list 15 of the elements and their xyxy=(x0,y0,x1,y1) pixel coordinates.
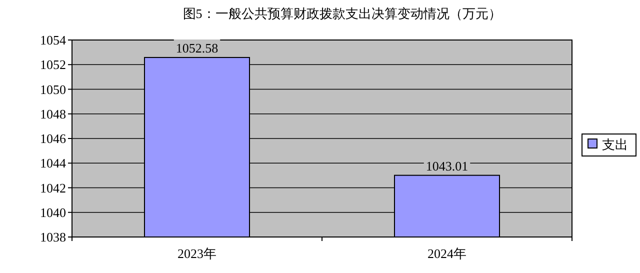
y-tick-label: 1052 xyxy=(40,57,66,72)
y-tick-label: 1040 xyxy=(40,204,66,220)
data-label: 1043.01 xyxy=(426,158,468,174)
y-tick-label: 1038 xyxy=(40,230,66,244)
y-tick-label: 1046 xyxy=(40,131,66,146)
data-label: 1052.58 xyxy=(176,40,218,56)
x-tick-label: 2024年 xyxy=(428,246,466,261)
y-tick-label: 1042 xyxy=(40,180,66,196)
y-tick-label: 1054 xyxy=(40,32,66,48)
title: 图5：一般公共预算财政拨款支出决算变动情况（万元） xyxy=(182,6,502,21)
y-tick-label: 1048 xyxy=(40,106,66,122)
legend-label: 支出 xyxy=(602,137,628,152)
x-tick-label: 2023年 xyxy=(178,246,216,261)
y-tick-label: 1044 xyxy=(40,156,66,171)
y-tick-label: 1050 xyxy=(40,82,66,97)
